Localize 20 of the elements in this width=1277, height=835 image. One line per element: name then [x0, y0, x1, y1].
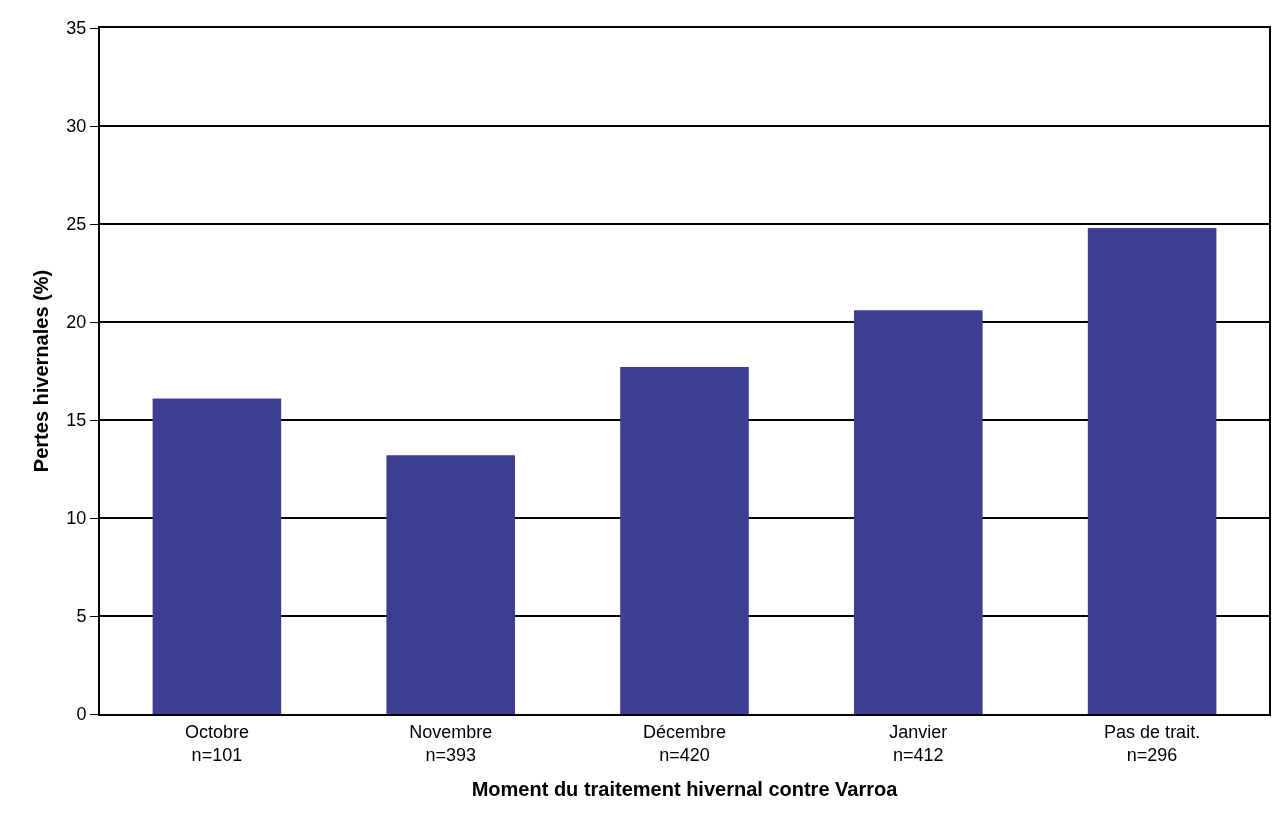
y-axis-title: Pertes hivernales (%) [30, 269, 53, 473]
x-tick-label: Novembre n=393 [409, 721, 493, 765]
x-tick-label: Pas de trait. n=296 [1104, 721, 1201, 765]
y-tick-label: 0 [76, 704, 87, 725]
y-tick-label: 15 [66, 410, 87, 431]
y-tick-label: 25 [66, 214, 87, 235]
bar [386, 455, 515, 714]
y-tick-label: 35 [66, 18, 87, 39]
x-axis-title: Moment du traitement hivernal contre Varroa [471, 778, 899, 800]
y-tick-label: 20 [66, 312, 87, 333]
x-tick-label: Décembre n=420 [642, 721, 727, 765]
bar [152, 398, 282, 714]
y-tick-label: 10 [66, 508, 87, 529]
x-tick-label: Octobre n=101 [184, 721, 249, 765]
x-tick-label: Janvier n=412 [889, 721, 948, 765]
y-tick-label: 5 [76, 606, 87, 627]
bar [854, 310, 983, 714]
bar [620, 367, 749, 714]
y-tick-label: 30 [66, 116, 87, 137]
bar [1087, 227, 1217, 714]
